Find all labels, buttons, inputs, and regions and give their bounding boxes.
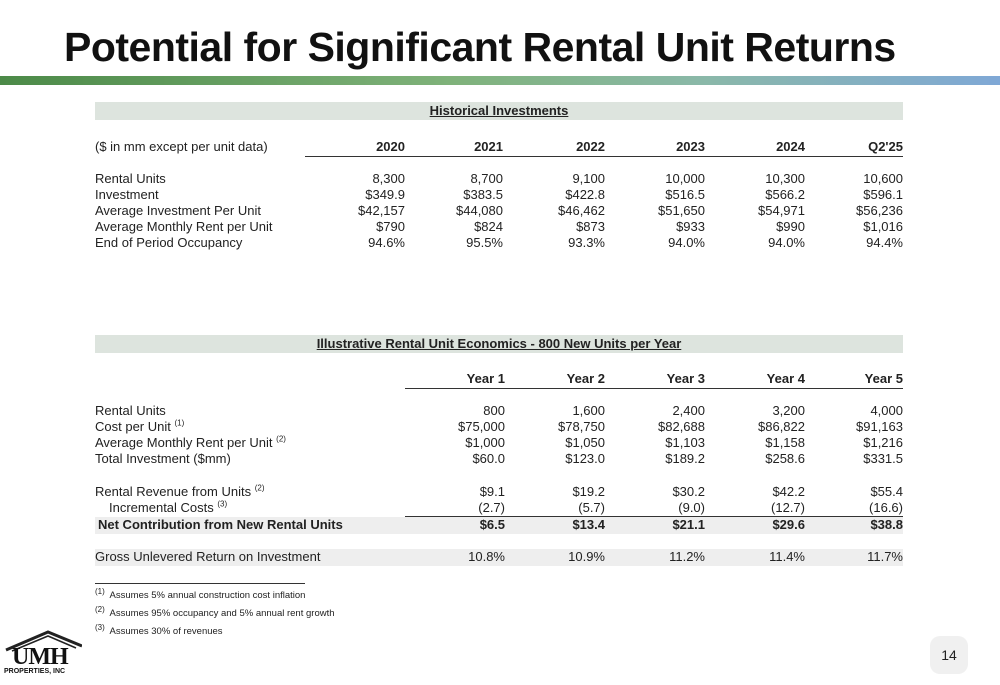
col-header: Year 5 bbox=[864, 371, 903, 386]
col-header: 2023 bbox=[676, 139, 705, 154]
table-row-total: Net Contribution from New Rental Units $… bbox=[95, 517, 903, 534]
table-row: Gross Unlevered Return on Investment 10.… bbox=[95, 549, 903, 566]
historical-heading: Historical Investments bbox=[95, 102, 903, 120]
footnote: (2) Assumes 95% occupancy and 5% annual … bbox=[95, 604, 335, 619]
table-row: Rental Revenue from Units (2) $9.1 $19.2… bbox=[95, 483, 903, 499]
table-row: Rental Units 800 1,600 2,400 3,200 4,000 bbox=[95, 403, 903, 418]
footnote-rule bbox=[95, 583, 305, 584]
illustrative-table: Illustrative Rental Unit Economics - 800… bbox=[95, 335, 903, 570]
historical-header-row: ($ in mm except per unit data) 2020 2021… bbox=[95, 139, 903, 155]
col-header: 2024 bbox=[776, 139, 805, 154]
table-row: Average Monthly Rent per Unit (2) $1,000… bbox=[95, 434, 903, 450]
table-row: Investment $349.9 $383.5 $422.8 $516.5 $… bbox=[95, 187, 903, 202]
illustrative-header-row: Year 1 Year 2 Year 3 Year 4 Year 5 bbox=[95, 371, 903, 387]
table-row: Cost per Unit (1) $75,000 $78,750 $82,68… bbox=[95, 418, 903, 434]
page-number: 14 bbox=[930, 636, 968, 674]
table-row: Average Monthly Rent per Unit $790 $824 … bbox=[95, 219, 903, 234]
col-header: 2022 bbox=[576, 139, 605, 154]
footnote: (3) Assumes 30% of revenues bbox=[95, 622, 223, 637]
footnote: (1) Assumes 5% annual construction cost … bbox=[95, 586, 306, 601]
col-header: Q2'25 bbox=[868, 139, 903, 154]
subtotal-rule bbox=[405, 516, 903, 517]
historical-table: Historical Investments ($ in mm except p… bbox=[95, 102, 903, 252]
logo-wordmark: UMH bbox=[12, 644, 69, 670]
gradient-divider bbox=[0, 76, 1000, 85]
table-row: Incremental Costs (3) (2.7) (5.7) (9.0) … bbox=[109, 499, 903, 515]
col-header: 2020 bbox=[376, 139, 405, 154]
col-header: Year 1 bbox=[466, 371, 505, 386]
col-header: Year 4 bbox=[766, 371, 805, 386]
table-row: End of Period Occupancy 94.6% 95.5% 93.3… bbox=[95, 235, 903, 250]
table-row: Total Investment ($mm) $60.0 $123.0 $189… bbox=[95, 451, 903, 466]
logo-subtext: PROPERTIES, INC bbox=[4, 668, 66, 675]
table-row: Average Investment Per Unit $42,157 $44,… bbox=[95, 203, 903, 218]
col-header: Year 2 bbox=[566, 371, 605, 386]
umh-logo: UMH PROPERTIES, INC bbox=[2, 630, 83, 678]
historical-label-header: ($ in mm except per unit data) bbox=[95, 139, 268, 154]
header-rule bbox=[305, 156, 903, 157]
col-header: Year 3 bbox=[666, 371, 705, 386]
slide-title: Potential for Significant Rental Unit Re… bbox=[64, 24, 896, 70]
house-roof-icon bbox=[5, 630, 83, 652]
header-rule bbox=[405, 388, 903, 389]
col-header: 2021 bbox=[474, 139, 503, 154]
table-row: Rental Units 8,300 8,700 9,100 10,000 10… bbox=[95, 171, 903, 186]
illustrative-heading: Illustrative Rental Unit Economics - 800… bbox=[95, 335, 903, 353]
